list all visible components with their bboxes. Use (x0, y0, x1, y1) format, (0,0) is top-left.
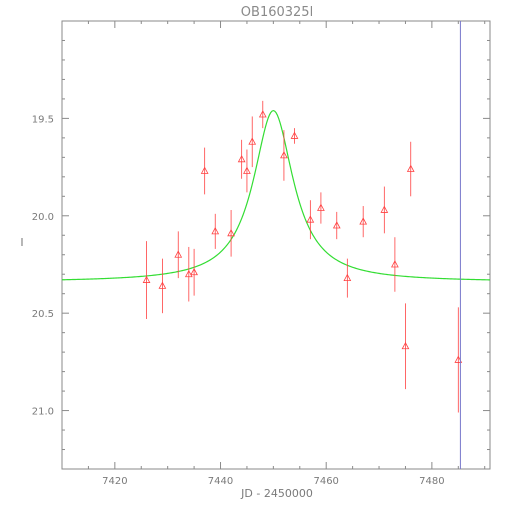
data-point (280, 130, 288, 181)
x-tick-label: 7440 (208, 476, 233, 487)
data-point (406, 141, 415, 197)
triangle-marker (243, 166, 251, 174)
triangle-marker (317, 203, 325, 211)
data-point (190, 248, 198, 296)
data-point (184, 246, 193, 302)
triangle-marker (237, 154, 246, 163)
data-point (248, 116, 257, 168)
data-point (258, 100, 267, 129)
triangle-marker (248, 137, 257, 145)
chart-title: OB160325l (241, 5, 313, 20)
y-tick-label: 20.5 (32, 309, 54, 320)
triangle-marker (280, 151, 288, 159)
triangle-marker (401, 341, 410, 350)
y-tick-label: 19.5 (32, 114, 54, 125)
data-point (200, 147, 209, 195)
data-point (391, 237, 399, 292)
triangle-marker (359, 217, 368, 225)
triangle-marker (406, 164, 415, 172)
data-point (306, 200, 315, 240)
triangle-marker (200, 166, 209, 174)
triangle-marker (211, 227, 220, 235)
data-point (158, 258, 167, 314)
triangle-marker (258, 110, 267, 118)
data-point (401, 303, 410, 390)
data-point (142, 241, 151, 320)
triangle-marker (380, 205, 389, 213)
triangle-marker (343, 273, 352, 282)
triangle-marker (227, 228, 235, 237)
y-tick-label: 20.0 (32, 212, 54, 223)
data-point (211, 213, 220, 249)
triangle-marker (158, 281, 167, 289)
data-point (227, 209, 235, 257)
data-point (243, 149, 251, 193)
y-axis: 19.5 20.0 20.5 21.0 (32, 39, 490, 451)
triangle-marker (190, 267, 198, 276)
data-point (174, 231, 183, 279)
data-point (454, 307, 463, 413)
y-tick-label: 21.0 (32, 407, 54, 418)
triangle-marker (306, 215, 315, 223)
data-point (332, 211, 341, 240)
data-point (237, 139, 246, 179)
triangle-marker (290, 131, 299, 139)
x-tick-label: 7480 (419, 476, 444, 487)
triangle-marker (332, 221, 341, 229)
triangle-marker (142, 275, 151, 283)
model-curve (61, 109, 491, 281)
data-point (380, 186, 389, 234)
data-point (317, 192, 325, 224)
triangle-marker (391, 260, 399, 268)
data-point (343, 258, 352, 298)
x-axis: 7420 7440 7460 7480 (87, 21, 486, 487)
model-curve-layer (61, 109, 491, 281)
data-points-layer (142, 100, 463, 413)
y-axis-label: I (20, 236, 23, 249)
plot-frame (61, 20, 491, 470)
triangle-marker (454, 355, 463, 363)
triangle-marker (174, 250, 183, 258)
triangle-marker (184, 269, 193, 278)
x-tick-label: 7460 (313, 476, 338, 487)
data-point (290, 128, 299, 144)
x-axis-label: JD - 2450000 (240, 487, 313, 500)
x-tick-label: 7420 (102, 476, 127, 487)
data-point (359, 206, 368, 238)
